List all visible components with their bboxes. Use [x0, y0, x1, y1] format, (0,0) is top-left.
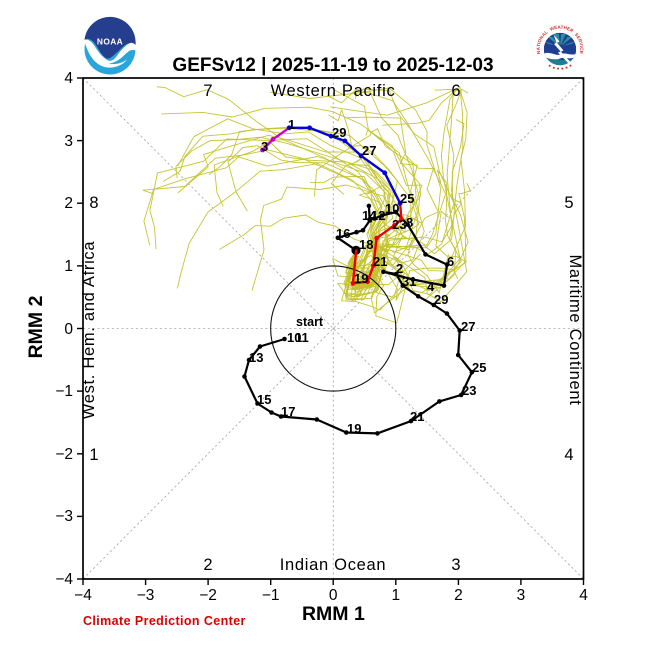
svg-text:1: 1 — [288, 117, 295, 132]
svg-text:−2: −2 — [199, 587, 217, 604]
svg-text:10: 10 — [287, 330, 301, 345]
svg-text:7: 7 — [203, 82, 212, 100]
svg-text:2: 2 — [396, 261, 403, 276]
svg-text:West. Hem. and Africa: West. Hem. and Africa — [80, 241, 98, 420]
svg-text:17: 17 — [281, 404, 295, 419]
svg-text:3: 3 — [261, 139, 268, 154]
svg-text:−3: −3 — [55, 508, 73, 525]
svg-text:25: 25 — [472, 360, 486, 375]
svg-text:start: start — [296, 315, 324, 329]
svg-text:21: 21 — [410, 409, 424, 424]
svg-text:3: 3 — [517, 587, 526, 604]
svg-text:4: 4 — [64, 70, 73, 87]
svg-text:0: 0 — [64, 321, 73, 338]
svg-text:4: 4 — [579, 587, 588, 604]
svg-text:RMM 1: RMM 1 — [302, 603, 365, 625]
svg-text:8: 8 — [406, 215, 413, 230]
svg-text:1: 1 — [391, 587, 400, 604]
svg-text:2: 2 — [64, 195, 73, 212]
svg-text:13: 13 — [249, 350, 263, 365]
svg-text:16: 16 — [336, 226, 350, 241]
svg-text:2: 2 — [203, 556, 212, 574]
svg-text:4: 4 — [564, 446, 573, 464]
svg-text:14: 14 — [362, 208, 377, 223]
svg-text:31: 31 — [402, 274, 416, 289]
svg-text:6: 6 — [447, 254, 454, 269]
svg-text:12: 12 — [371, 208, 385, 223]
svg-text:23: 23 — [462, 383, 476, 398]
svg-text:Climate Prediction Center: Climate Prediction Center — [83, 614, 246, 628]
svg-text:−2: −2 — [55, 446, 73, 463]
svg-text:5: 5 — [564, 194, 573, 212]
svg-text:0: 0 — [329, 587, 338, 604]
svg-text:NOAA: NOAA — [97, 37, 123, 47]
svg-text:−4: −4 — [55, 571, 73, 588]
svg-text:21: 21 — [373, 254, 387, 269]
svg-text:−1: −1 — [55, 383, 73, 400]
svg-text:Western Pacific: Western Pacific — [271, 82, 396, 100]
svg-text:4: 4 — [427, 279, 435, 294]
svg-text:18: 18 — [359, 237, 373, 252]
svg-text:27: 27 — [362, 143, 376, 158]
svg-text:10: 10 — [385, 201, 399, 216]
svg-text:−3: −3 — [137, 587, 155, 604]
svg-text:Indian Ocean: Indian Ocean — [280, 556, 387, 574]
svg-text:25: 25 — [400, 191, 414, 206]
svg-text:−1: −1 — [262, 587, 280, 604]
svg-text:23: 23 — [392, 217, 406, 232]
svg-text:GEFSv12 | 2025-11-19 to 2025-1: GEFSv12 | 2025-11-19 to 2025-12-03 — [172, 55, 493, 76]
svg-text:27: 27 — [461, 319, 475, 334]
svg-text:8: 8 — [89, 194, 98, 212]
svg-text:11: 11 — [295, 330, 309, 345]
svg-text:19: 19 — [347, 421, 361, 436]
svg-text:−4: −4 — [74, 587, 92, 604]
svg-text:19: 19 — [354, 271, 368, 286]
svg-text:1: 1 — [64, 258, 73, 275]
svg-text:2: 2 — [454, 587, 463, 604]
svg-text:29: 29 — [434, 292, 448, 307]
svg-text:29: 29 — [332, 125, 346, 140]
svg-text:3: 3 — [451, 556, 460, 574]
svg-text:6: 6 — [451, 82, 460, 100]
svg-text:RMM 2: RMM 2 — [25, 295, 47, 358]
svg-text:3: 3 — [64, 133, 73, 150]
svg-text:1: 1 — [89, 446, 98, 464]
svg-text:Maritime Continent: Maritime Continent — [566, 254, 584, 405]
svg-text:15: 15 — [257, 392, 271, 407]
